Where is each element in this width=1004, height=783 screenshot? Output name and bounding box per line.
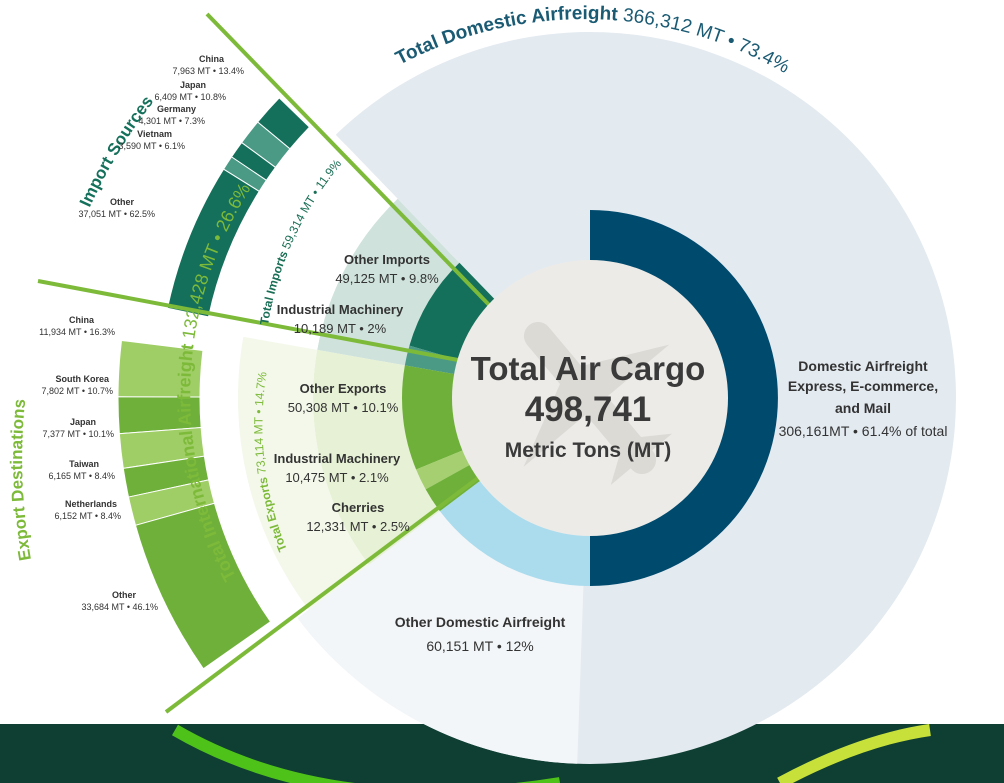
- import-japan-name: Japan: [180, 80, 206, 90]
- exports-machinery-name: Industrial Machinery: [274, 451, 401, 466]
- import-other-name: Other: [110, 197, 135, 207]
- exports-total-band: [238, 336, 369, 610]
- center-title: Total Air Cargo: [471, 350, 706, 387]
- exports-children-labels: Other Exports 50,308 MT • 10.1% Industri…: [274, 381, 410, 534]
- import-sources-labels: China 7,963 MT • 13.4% Japan 6,409 MT • …: [78, 54, 244, 219]
- import-vietnam-value: 3,590 MT • 6.1%: [118, 141, 185, 151]
- other-domestic-label: Other Domestic Airfreight 60,151 MT • 12…: [395, 614, 566, 654]
- export-segment-taiwan: [122, 455, 210, 498]
- domestic-express-value: 306,161MT • 61.4% of total: [779, 423, 948, 439]
- center-total-value: 498,741: [525, 390, 652, 429]
- segment-domestic-express: [590, 210, 778, 586]
- import-segment-other: [166, 168, 260, 318]
- export-china-name: China: [69, 315, 95, 325]
- export-taiwan-value: 6,165 MT • 8.4%: [48, 471, 115, 481]
- cherries-value: 12,331 MT • 2.5%: [306, 519, 410, 534]
- segment-exports-machinery: [416, 449, 472, 490]
- import-china-value: 7,963 MT • 13.4%: [172, 66, 244, 76]
- domestic-express-name-line2: Express, E-commerce,: [788, 378, 938, 394]
- export-taiwan-name: Taiwan: [69, 459, 99, 469]
- center-unit: Metric Tons (MT): [505, 439, 671, 462]
- divider-bottom: [164, 476, 480, 714]
- import-other-value: 37,051 MT • 62.5%: [78, 209, 155, 219]
- export-netherlands-name: Netherlands: [65, 499, 117, 509]
- other-domestic-name: Other Domestic Airfreight: [395, 614, 566, 630]
- import-germany-name: Germany: [157, 104, 196, 114]
- import-segment-vietnam: [222, 156, 268, 193]
- export-destinations-ring: [117, 339, 272, 670]
- other-imports-name: Other Imports: [344, 252, 430, 267]
- imports-children-labels: Other Imports 49,125 MT • 9.8% Industria…: [277, 252, 439, 336]
- import-germany-value: 4,301 MT • 7.3%: [138, 116, 205, 126]
- export-japan-value: 7,377 MT • 10.1%: [42, 429, 114, 439]
- segment-cherries: [425, 464, 482, 512]
- imports-total-band: [243, 144, 398, 350]
- domestic-express-name-line3: and Mail: [835, 400, 891, 416]
- exports-total-value: 73,114 MT • 14.7%: [251, 371, 269, 475]
- export-other-name: Other: [112, 590, 137, 600]
- other-domestic-value: 60,151 MT • 12%: [426, 638, 533, 654]
- export-segment-other: [134, 502, 272, 670]
- imports-machinery-value: 10,189 MT • 2%: [294, 321, 387, 336]
- export-south-korea-value: 7,802 MT • 10.7%: [41, 386, 113, 396]
- export-other-value: 33,684 MT • 46.1%: [81, 602, 158, 612]
- import-china-name: China: [199, 54, 225, 64]
- divider-top: [205, 12, 495, 311]
- import-sources-ring: [166, 97, 311, 318]
- other-imports-value: 49,125 MT • 9.8%: [335, 271, 439, 286]
- import-segment-china: [256, 97, 311, 150]
- export-south-korea-name: South Korea: [55, 374, 109, 384]
- segment-other-domestic: [439, 479, 590, 586]
- other-exports-value: 50,308 MT • 10.1%: [288, 400, 399, 415]
- export-segment-netherlands: [127, 479, 216, 526]
- exports-machinery-value: 10,475 MT • 2.1%: [285, 470, 389, 485]
- domestic-express-name-line1: Domestic Airfreight: [798, 358, 928, 374]
- export-netherlands-value: 6,152 MT • 8.4%: [54, 511, 121, 521]
- export-japan-name: Japan: [70, 417, 96, 427]
- export-destinations-labels: China 11,934 MT • 16.3% South Korea 7,80…: [39, 315, 158, 612]
- segment-other-exports: [402, 365, 465, 470]
- export-segment-south-korea: [117, 396, 202, 435]
- export-segment-japan: [118, 426, 205, 469]
- domestic-express-label: Domestic Airfreight Express, E-commerce,…: [779, 358, 948, 439]
- imports-machinery-name: Industrial Machinery: [277, 302, 404, 317]
- cherries-name: Cherries: [332, 500, 385, 515]
- import-segment-germany: [230, 141, 277, 182]
- export-segment-china: [117, 339, 204, 398]
- other-exports-name: Other Exports: [300, 381, 387, 396]
- import-japan-value: 6,409 MT • 10.8%: [154, 92, 226, 102]
- export-destinations-title: Export Destinations: [7, 398, 35, 562]
- divider-middle: [37, 279, 459, 362]
- import-vietnam-name: Vietnam: [137, 129, 172, 139]
- import-segment-japan: [240, 121, 291, 169]
- export-china-value: 11,934 MT • 16.3%: [39, 327, 115, 337]
